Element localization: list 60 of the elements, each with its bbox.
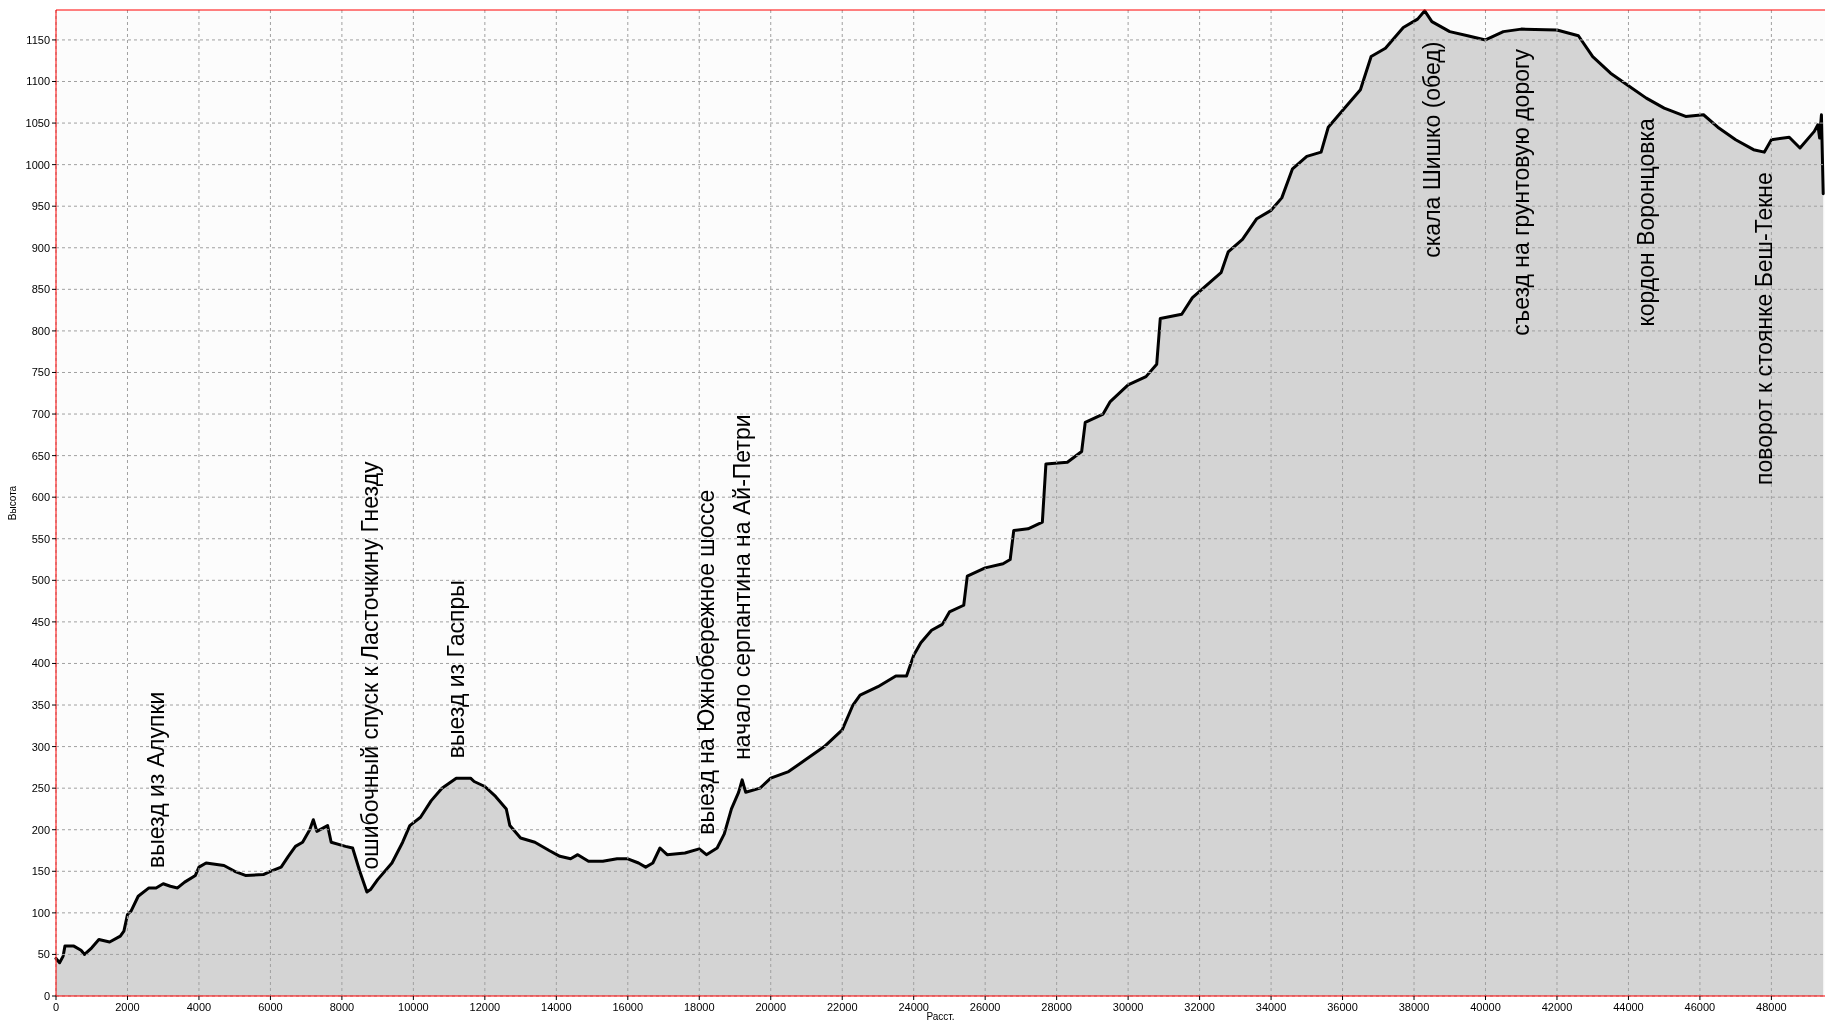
x-tick-label: 12000 <box>469 1001 501 1013</box>
x-tick-label: 34000 <box>1255 1001 1287 1013</box>
y-axis-title: Высота <box>7 485 18 521</box>
y-tick-label: 1150 <box>26 33 50 46</box>
x-tick-label: 14000 <box>541 1001 572 1013</box>
annotation: кордон Воронцовка <box>1633 117 1660 327</box>
x-tick-label: 40000 <box>1470 1001 1501 1013</box>
x-tick-label: 26000 <box>969 1001 1001 1013</box>
x-tick-label: 48000 <box>1756 1001 1787 1013</box>
y-tick-label: 150 <box>31 865 50 878</box>
y-tick-label: 750 <box>31 366 50 379</box>
x-axis-title: Расст. <box>926 1011 955 1022</box>
y-tick-label: 650 <box>31 449 50 462</box>
annotation: выезд на Южнобережное шоссе <box>693 489 720 835</box>
y-tick-label: 950 <box>31 200 50 213</box>
annotation: поворот к стоянке Беш-Текне <box>1751 172 1778 485</box>
x-tick-label: 22000 <box>826 1001 858 1013</box>
annotation: выезд из Алупки <box>143 691 170 868</box>
x-tick-label: 8000 <box>329 1001 355 1013</box>
y-tick-label: 200 <box>31 823 50 836</box>
y-tick-label: 1000 <box>25 158 50 171</box>
annotation: съезд на грунтовую дорогу <box>1508 48 1535 336</box>
x-tick-label: 6000 <box>258 1001 283 1013</box>
y-tick-label: 1100 <box>26 75 50 88</box>
y-tick-label: 100 <box>31 906 50 919</box>
y-tick-label: 800 <box>31 324 50 337</box>
y-tick-label: 600 <box>31 491 50 504</box>
y-tick-label: 450 <box>31 615 50 628</box>
x-tick-label: 42000 <box>1541 1001 1573 1013</box>
x-tick-label: 32000 <box>1184 1001 1215 1013</box>
x-tick-label: 18000 <box>683 1001 715 1013</box>
annotation: начало серпантина на Ай-Петри <box>729 414 756 760</box>
x-tick-label: 30000 <box>1112 1001 1144 1013</box>
x-tick-label: 10000 <box>398 1001 429 1013</box>
annotation: скала Шишко (обед) <box>1418 41 1445 258</box>
y-tick-label: 300 <box>31 740 50 753</box>
x-tick-label: 28000 <box>1041 1001 1072 1013</box>
y-tick-label: 550 <box>31 532 50 545</box>
x-tick-label: 0 <box>52 1001 60 1013</box>
y-tick-label: 850 <box>31 283 50 296</box>
x-tick-label: 24000 <box>898 1001 929 1013</box>
y-tick-label: 500 <box>31 574 50 587</box>
x-tick-label: 20000 <box>755 1001 787 1013</box>
x-tick-label: 36000 <box>1327 1001 1358 1013</box>
annotation: ошибочный спуск к Ласточкину Гнезду <box>357 460 384 870</box>
y-tick-label: 50 <box>37 948 50 961</box>
x-tick-label: 44000 <box>1613 1001 1644 1013</box>
y-tick-label: 1050 <box>25 117 50 130</box>
annotation: выезд из Гаспры <box>443 580 470 759</box>
x-tick-label: 4000 <box>186 1001 212 1013</box>
y-tick-label: 350 <box>31 699 50 712</box>
x-tick-label: 16000 <box>612 1001 644 1013</box>
y-tick-label: 400 <box>31 657 50 670</box>
y-tick-label: 0 <box>43 990 50 1002</box>
y-tick-label: 700 <box>31 408 50 421</box>
y-tick-label: 900 <box>31 241 50 254</box>
y-tick-label: 250 <box>31 782 50 795</box>
x-tick-label: 2000 <box>115 1001 140 1013</box>
x-tick-label: 46000 <box>1684 1001 1716 1013</box>
x-tick-label: 38000 <box>1398 1001 1430 1013</box>
